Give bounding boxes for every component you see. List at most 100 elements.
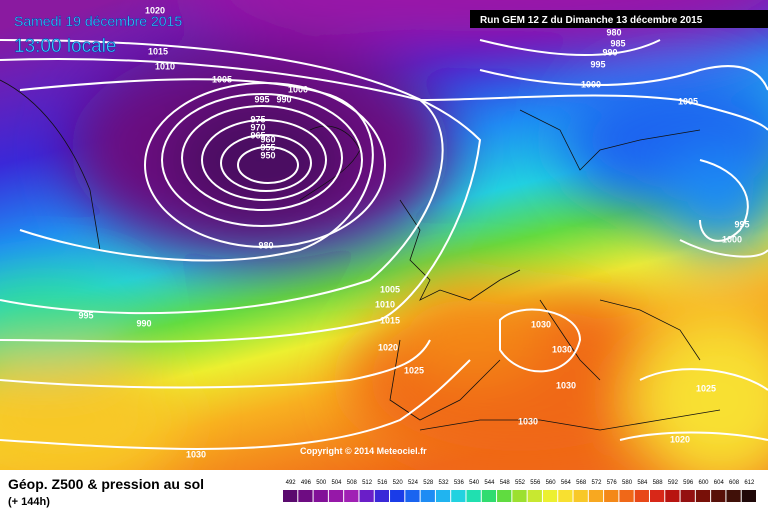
isobar-label: 965 bbox=[250, 130, 265, 140]
scale-swatch bbox=[420, 490, 435, 502]
scale-label: 532 bbox=[439, 480, 450, 486]
scale-label: 580 bbox=[622, 480, 633, 486]
isobar-label: 950 bbox=[260, 150, 275, 160]
scale-label: 592 bbox=[668, 480, 679, 486]
scale-swatch bbox=[726, 490, 741, 502]
isobar-label: 1000 bbox=[722, 234, 742, 244]
scale-label: 588 bbox=[653, 480, 664, 486]
scale-swatch bbox=[466, 490, 481, 502]
isobar-label: 1030 bbox=[531, 319, 551, 329]
scale-swatch bbox=[711, 490, 726, 502]
run-box bbox=[470, 10, 768, 28]
isobar-label: 1005 bbox=[678, 96, 698, 106]
scale-label: 576 bbox=[607, 480, 618, 486]
scale-label: 524 bbox=[408, 480, 419, 486]
copyright: Copyright © 2014 Meteociel.fr bbox=[300, 446, 427, 456]
isobar-label: 990 bbox=[602, 47, 617, 57]
isobar-label: 970 bbox=[250, 122, 265, 132]
scale-label: 604 bbox=[714, 480, 725, 486]
scale-label: 612 bbox=[744, 480, 755, 486]
scale-label: 600 bbox=[698, 480, 709, 486]
isobar-label: 1015 bbox=[148, 46, 168, 56]
scale-label: 556 bbox=[530, 480, 541, 486]
scale-label: 544 bbox=[484, 480, 495, 486]
isobar-label: 1000 bbox=[581, 79, 601, 89]
scale-swatch bbox=[634, 490, 649, 502]
isobar-label: 1020 bbox=[145, 5, 165, 15]
field bbox=[0, 0, 768, 470]
scale-label: 520 bbox=[393, 480, 404, 486]
isobar-label: 960 bbox=[260, 134, 275, 144]
isobar-label: 1025 bbox=[404, 365, 424, 375]
isobar-label: 1025 bbox=[696, 383, 716, 393]
scale-swatch bbox=[665, 490, 680, 502]
scale-swatch bbox=[374, 490, 390, 502]
isobar-label: 995 bbox=[254, 94, 269, 104]
isobar-label: 955 bbox=[260, 142, 275, 152]
scale-swatch bbox=[695, 490, 711, 502]
field-blobs bbox=[0, 0, 768, 470]
scale-label: 528 bbox=[423, 480, 434, 486]
isobar-label: 1030 bbox=[518, 416, 538, 426]
scale-label: 596 bbox=[683, 480, 694, 486]
scale-swatch bbox=[390, 490, 405, 502]
scale-label: 516 bbox=[377, 480, 388, 486]
isobar-label: 1030 bbox=[552, 344, 572, 354]
forecast-date: Samedi 19 décembre 2015 bbox=[14, 13, 182, 29]
isobar-label: 975 bbox=[250, 114, 265, 124]
scale-swatch bbox=[344, 490, 359, 502]
scale-swatch bbox=[527, 490, 542, 502]
scale-label: 552 bbox=[515, 480, 526, 486]
scale-label: 492 bbox=[286, 480, 297, 486]
scale-swatch bbox=[283, 490, 298, 502]
scale-swatch bbox=[542, 490, 558, 502]
isobar-label: 995 bbox=[734, 219, 749, 229]
color-scale: 492 496 500 504 508 512 516 520 524 528 532 536 540 5… bbox=[283, 480, 756, 502]
scale-swatch bbox=[619, 490, 634, 502]
scale-label: 504 bbox=[332, 480, 343, 486]
scale-label: 496 bbox=[301, 480, 312, 486]
scale-label: 564 bbox=[561, 480, 572, 486]
scale-swatch bbox=[451, 490, 466, 502]
scale-label: 548 bbox=[500, 480, 511, 486]
isobar-label: 1030 bbox=[186, 449, 206, 459]
scale-swatch bbox=[405, 490, 420, 502]
scale-label: 608 bbox=[729, 480, 740, 486]
scale-label: 584 bbox=[637, 480, 648, 486]
local-time: 13:00 locale bbox=[14, 36, 116, 57]
run-info: Run GEM 12 Z du Dimanche 13 décembre 201… bbox=[480, 15, 703, 26]
scale-swatch bbox=[298, 490, 313, 502]
isobar-label: 1015 bbox=[380, 315, 400, 325]
isobar-label: 1005 bbox=[380, 284, 400, 294]
scale-swatch bbox=[573, 490, 588, 502]
isobars bbox=[0, 39, 768, 450]
isobar-label: 985 bbox=[610, 38, 625, 48]
scale-swatch bbox=[649, 490, 665, 502]
scale-swatch bbox=[328, 490, 344, 502]
scale-swatch bbox=[680, 490, 695, 502]
scale-swatch bbox=[741, 490, 756, 502]
scale-swatch bbox=[558, 490, 573, 502]
isobar-label: 1020 bbox=[670, 434, 690, 444]
isobar-label: 1020 bbox=[378, 342, 398, 352]
isobar-label: 980 bbox=[258, 240, 273, 250]
scale-swatch bbox=[604, 490, 619, 502]
isobar-label: 1030 bbox=[556, 380, 576, 390]
scale-swatch bbox=[435, 490, 451, 502]
scale-swatch bbox=[497, 490, 512, 502]
scale-label: 568 bbox=[576, 480, 587, 486]
isobar-label: 995 bbox=[590, 59, 605, 69]
scale-label: 572 bbox=[591, 480, 602, 486]
scale-swatch bbox=[313, 490, 328, 502]
isobar-label: 980 bbox=[606, 27, 621, 37]
scale-swatch bbox=[359, 490, 374, 502]
isobar-label: 1005 bbox=[212, 74, 232, 84]
isobar-label: 1000 bbox=[288, 84, 308, 94]
isobar-label: 990 bbox=[276, 94, 291, 104]
scale-label: 560 bbox=[546, 480, 557, 486]
scale-label: 508 bbox=[347, 480, 358, 486]
scale-label: 536 bbox=[454, 480, 465, 486]
